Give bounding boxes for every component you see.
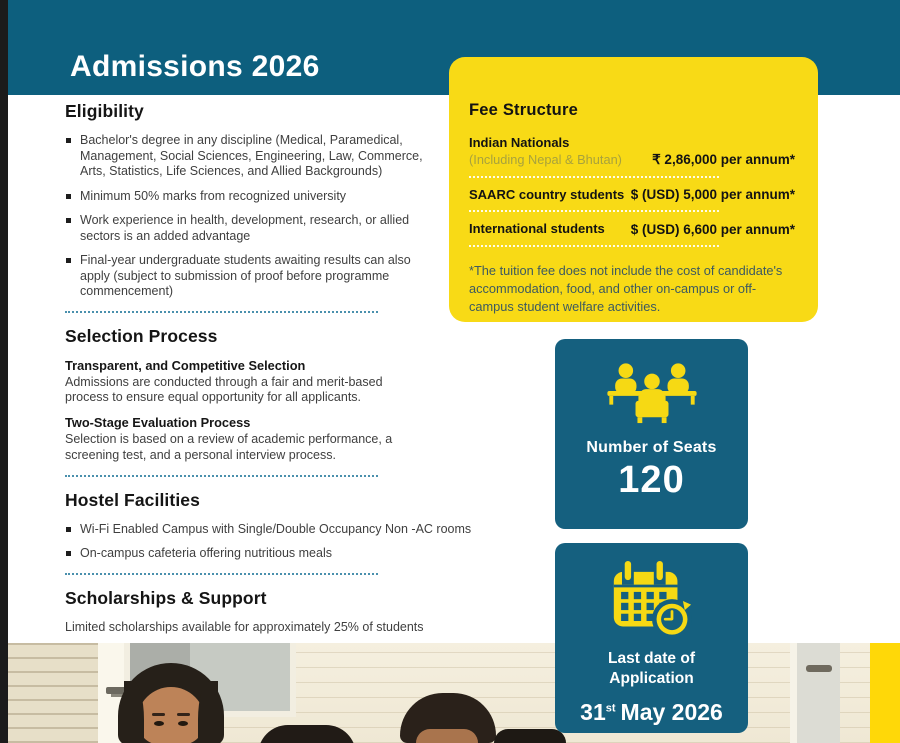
fee-structure-heading: Fee Structure	[469, 101, 578, 119]
deadline-month-year: May 2026	[620, 699, 723, 726]
student-4-head	[494, 729, 566, 743]
fee-row-separator	[469, 245, 719, 248]
fee-row-international: International students $ (USD) 6,600 per…	[469, 221, 795, 238]
deadline-day: 31	[580, 699, 606, 726]
photo-detail	[806, 665, 832, 672]
list-item: Minimum 50% marks from recognized univer…	[65, 189, 439, 205]
student-1-eyebrow	[177, 713, 190, 716]
accent-strip	[870, 643, 900, 743]
info-column: Eligibility Bachelor's degree in any dis…	[65, 101, 503, 635]
fee-row-sublabel: (Including Nepal & Bhutan)	[469, 151, 622, 167]
fee-row-label: SAARC country students	[469, 186, 625, 202]
fee-row-separator	[469, 210, 719, 213]
selection-item-title: Transparent, and Competitive Selection	[65, 357, 306, 373]
fee-structure-box: Fee Structure Indian Nationals (Includin…	[449, 57, 818, 322]
deadline-card-label: Last date of Application	[555, 649, 748, 689]
students-campus-photo	[8, 643, 870, 743]
hostel-facilities-heading: Hostel Facilities	[65, 489, 200, 510]
deadline-card: Last date of Application 31st May 2026	[555, 543, 748, 733]
number-of-seats-card: Number of Seats 120	[555, 339, 748, 529]
selection-process-heading: Selection Process	[65, 325, 218, 346]
hostel-list: Wi-Fi Enabled Campus with Single/Double …	[65, 522, 503, 562]
selection-item-title: Two-Stage Evaluation Process	[65, 415, 251, 430]
fee-row-label: International students	[469, 221, 605, 237]
seats-card-label: Number of Seats	[586, 439, 717, 456]
student-3-face	[416, 729, 478, 743]
deadline-date: 31st May 2026	[555, 699, 748, 726]
deadline-label-line1: Last date of	[608, 650, 695, 667]
scholarships-heading: Scholarships & Support	[65, 587, 267, 608]
calendar-clock-icon	[555, 561, 748, 641]
list-item: Work experience in health, development, …	[65, 213, 439, 244]
student-1-eyebrow	[152, 713, 165, 716]
list-item: Bachelor's degree in any discipline (Med…	[65, 133, 439, 180]
student-1-hair	[198, 681, 218, 743]
selection-item-body: Admissions are conducted through a fair …	[65, 374, 383, 405]
deadline-label-line2: Application	[609, 670, 694, 688]
photo-window	[790, 643, 840, 743]
student-1-face	[137, 687, 205, 743]
student-1-hair	[124, 681, 144, 743]
fee-row-indian-nationals: Indian Nationals (Including Nepal & Bhut…	[469, 135, 795, 169]
eligibility-list: Bachelor's degree in any discipline (Med…	[65, 133, 503, 300]
page-title: Admissions 2026	[70, 50, 320, 83]
student-1-eye	[154, 721, 164, 726]
people-at-desks-icon	[555, 361, 748, 425]
dotted-divider	[65, 474, 378, 477]
list-item: Final-year undergraduate students awaiti…	[65, 253, 439, 300]
selection-item-body: Selection is based on a review of academ…	[65, 432, 393, 462]
list-item: Wi-Fi Enabled Campus with Single/Double …	[65, 522, 503, 538]
seats-card-value: 120	[618, 459, 685, 501]
list-item: On-campus cafeteria offering nutritious …	[65, 546, 503, 562]
fee-row-value: ₹ 2,86,000 per annum*	[652, 151, 795, 167]
fee-row-label: Indian Nationals (Including Nepal & Bhut…	[469, 135, 622, 169]
fee-row-separator	[469, 175, 719, 178]
fee-row-saarc: SAARC country students $ (USD) 5,000 per…	[469, 187, 795, 204]
dotted-divider	[65, 310, 378, 313]
student-1-eye	[178, 721, 188, 726]
student-2-head	[258, 725, 356, 743]
fee-row-value: $ (USD) 6,600 per annum*	[630, 222, 795, 238]
scholarships-body: Limited scholarships available for appro…	[65, 619, 424, 634]
photo-wall	[8, 643, 104, 743]
eligibility-heading: Eligibility	[65, 101, 144, 121]
deadline-day-suffix: st	[605, 702, 616, 715]
fee-note: *The tuition fee does not include the co…	[469, 263, 783, 315]
window-edge-strip	[0, 0, 8, 743]
dotted-divider	[65, 572, 378, 575]
fee-row-value: $ (USD) 5,000 per annum*	[630, 187, 795, 203]
fee-row-label-main: Indian Nationals	[469, 135, 570, 150]
